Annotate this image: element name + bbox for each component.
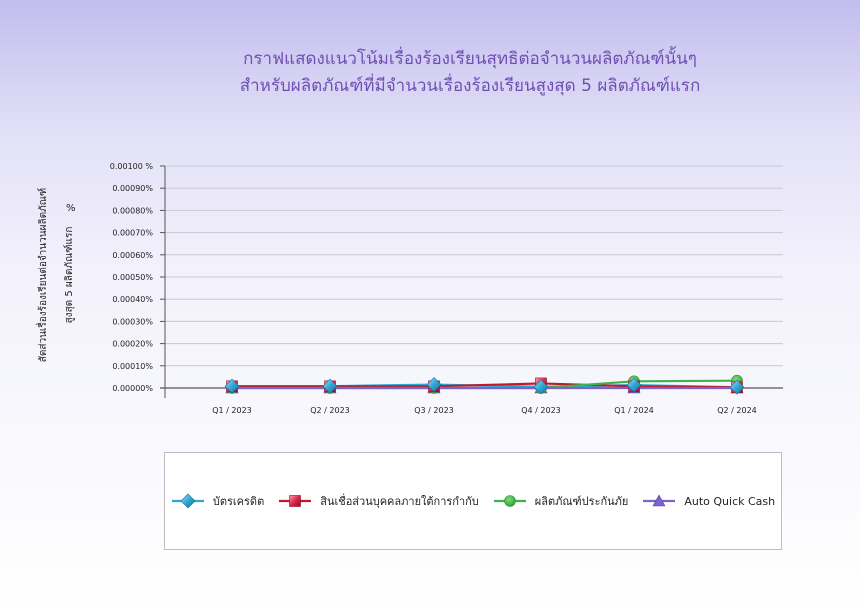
legend-label-1: สินเชื่อส่วนบุคคลภายใต้การกำกับ (320, 495, 479, 508)
series-0-point (533, 379, 549, 395)
series-0-point (426, 377, 442, 392)
series-0-point (322, 378, 338, 394)
legend-label-3: Auto Quick Cash (684, 494, 776, 508)
y-tick-label: 0.00060% (112, 251, 153, 260)
legend-label-0: บัตรเครดิต (212, 495, 265, 508)
y-tick-label: 0.00010% (112, 362, 153, 371)
y-axis-unit: % (66, 203, 76, 214)
legend-marker-2 (503, 495, 516, 507)
y-tick-label: 0.00090% (112, 184, 153, 193)
chart-legend: บัตรเครดิต สินเชื่อส่วนบุคคลภายใต้การกำกั… (164, 452, 782, 550)
y-tick-label: 0.00030% (112, 317, 153, 326)
y-tick-label: 0.00040% (112, 295, 153, 304)
legend-swatch-3 (643, 494, 676, 507)
x-tick-label: Q1 / 2024 (614, 406, 654, 415)
legend-swatch-1 (279, 495, 312, 507)
chart-title-line-1: กราฟแสดงแนวโน้มเรื่องร้องเรียนสุทธิต่อจำ… (243, 49, 697, 69)
series-0-point (224, 378, 240, 394)
legend-item-1: สินเชื่อส่วนบุคคลภายใต้การกำกับ (278, 492, 479, 510)
series-0-point (626, 377, 642, 393)
y-tick-label: 0.00100 % (110, 162, 154, 171)
legend-item-2: ผลิตภัณฑ์ประกันภัย (493, 492, 629, 510)
legend-marker-1 (289, 495, 302, 507)
legend-item-0: บัตรเครดิต (171, 492, 264, 510)
x-tick-label: Q3 / 2023 (414, 406, 454, 415)
y-tick-label: 0.00000% (112, 384, 153, 393)
y-tick-label: 0.00020% (112, 340, 153, 349)
x-tick-label: Q1 / 2023 (212, 406, 252, 415)
x-tick-label: Q2 / 2023 (310, 406, 350, 415)
legend-swatch-0 (171, 493, 204, 509)
legend-swatch-2 (493, 495, 526, 507)
x-tick-label: Q2 / 2024 (717, 406, 757, 415)
legend-label-2: ผลิตภัณฑ์ประกันภัย (534, 495, 629, 508)
chart-title: กราฟแสดงแนวโน้มเรื่องร้องเรียนสุทธิต่อจำ… (0, 46, 860, 100)
x-tick-label: Q4 / 2023 (521, 406, 561, 415)
legend-item-3: Auto Quick Cash (642, 493, 775, 509)
legend-marker-3 (652, 494, 666, 507)
chart-title-line-2: สำหรับผลิตภัณฑ์ที่มีจำนวนเรื่องร้องเรียน… (239, 76, 701, 96)
legend-marker-0 (180, 493, 196, 509)
y-tick-label: 0.00080% (112, 206, 153, 215)
series-line-1 (232, 382, 738, 389)
y-tick-label: 0.00070% (112, 229, 153, 238)
series-0-point (729, 379, 745, 395)
y-tick-label: 0.00050% (112, 273, 153, 282)
